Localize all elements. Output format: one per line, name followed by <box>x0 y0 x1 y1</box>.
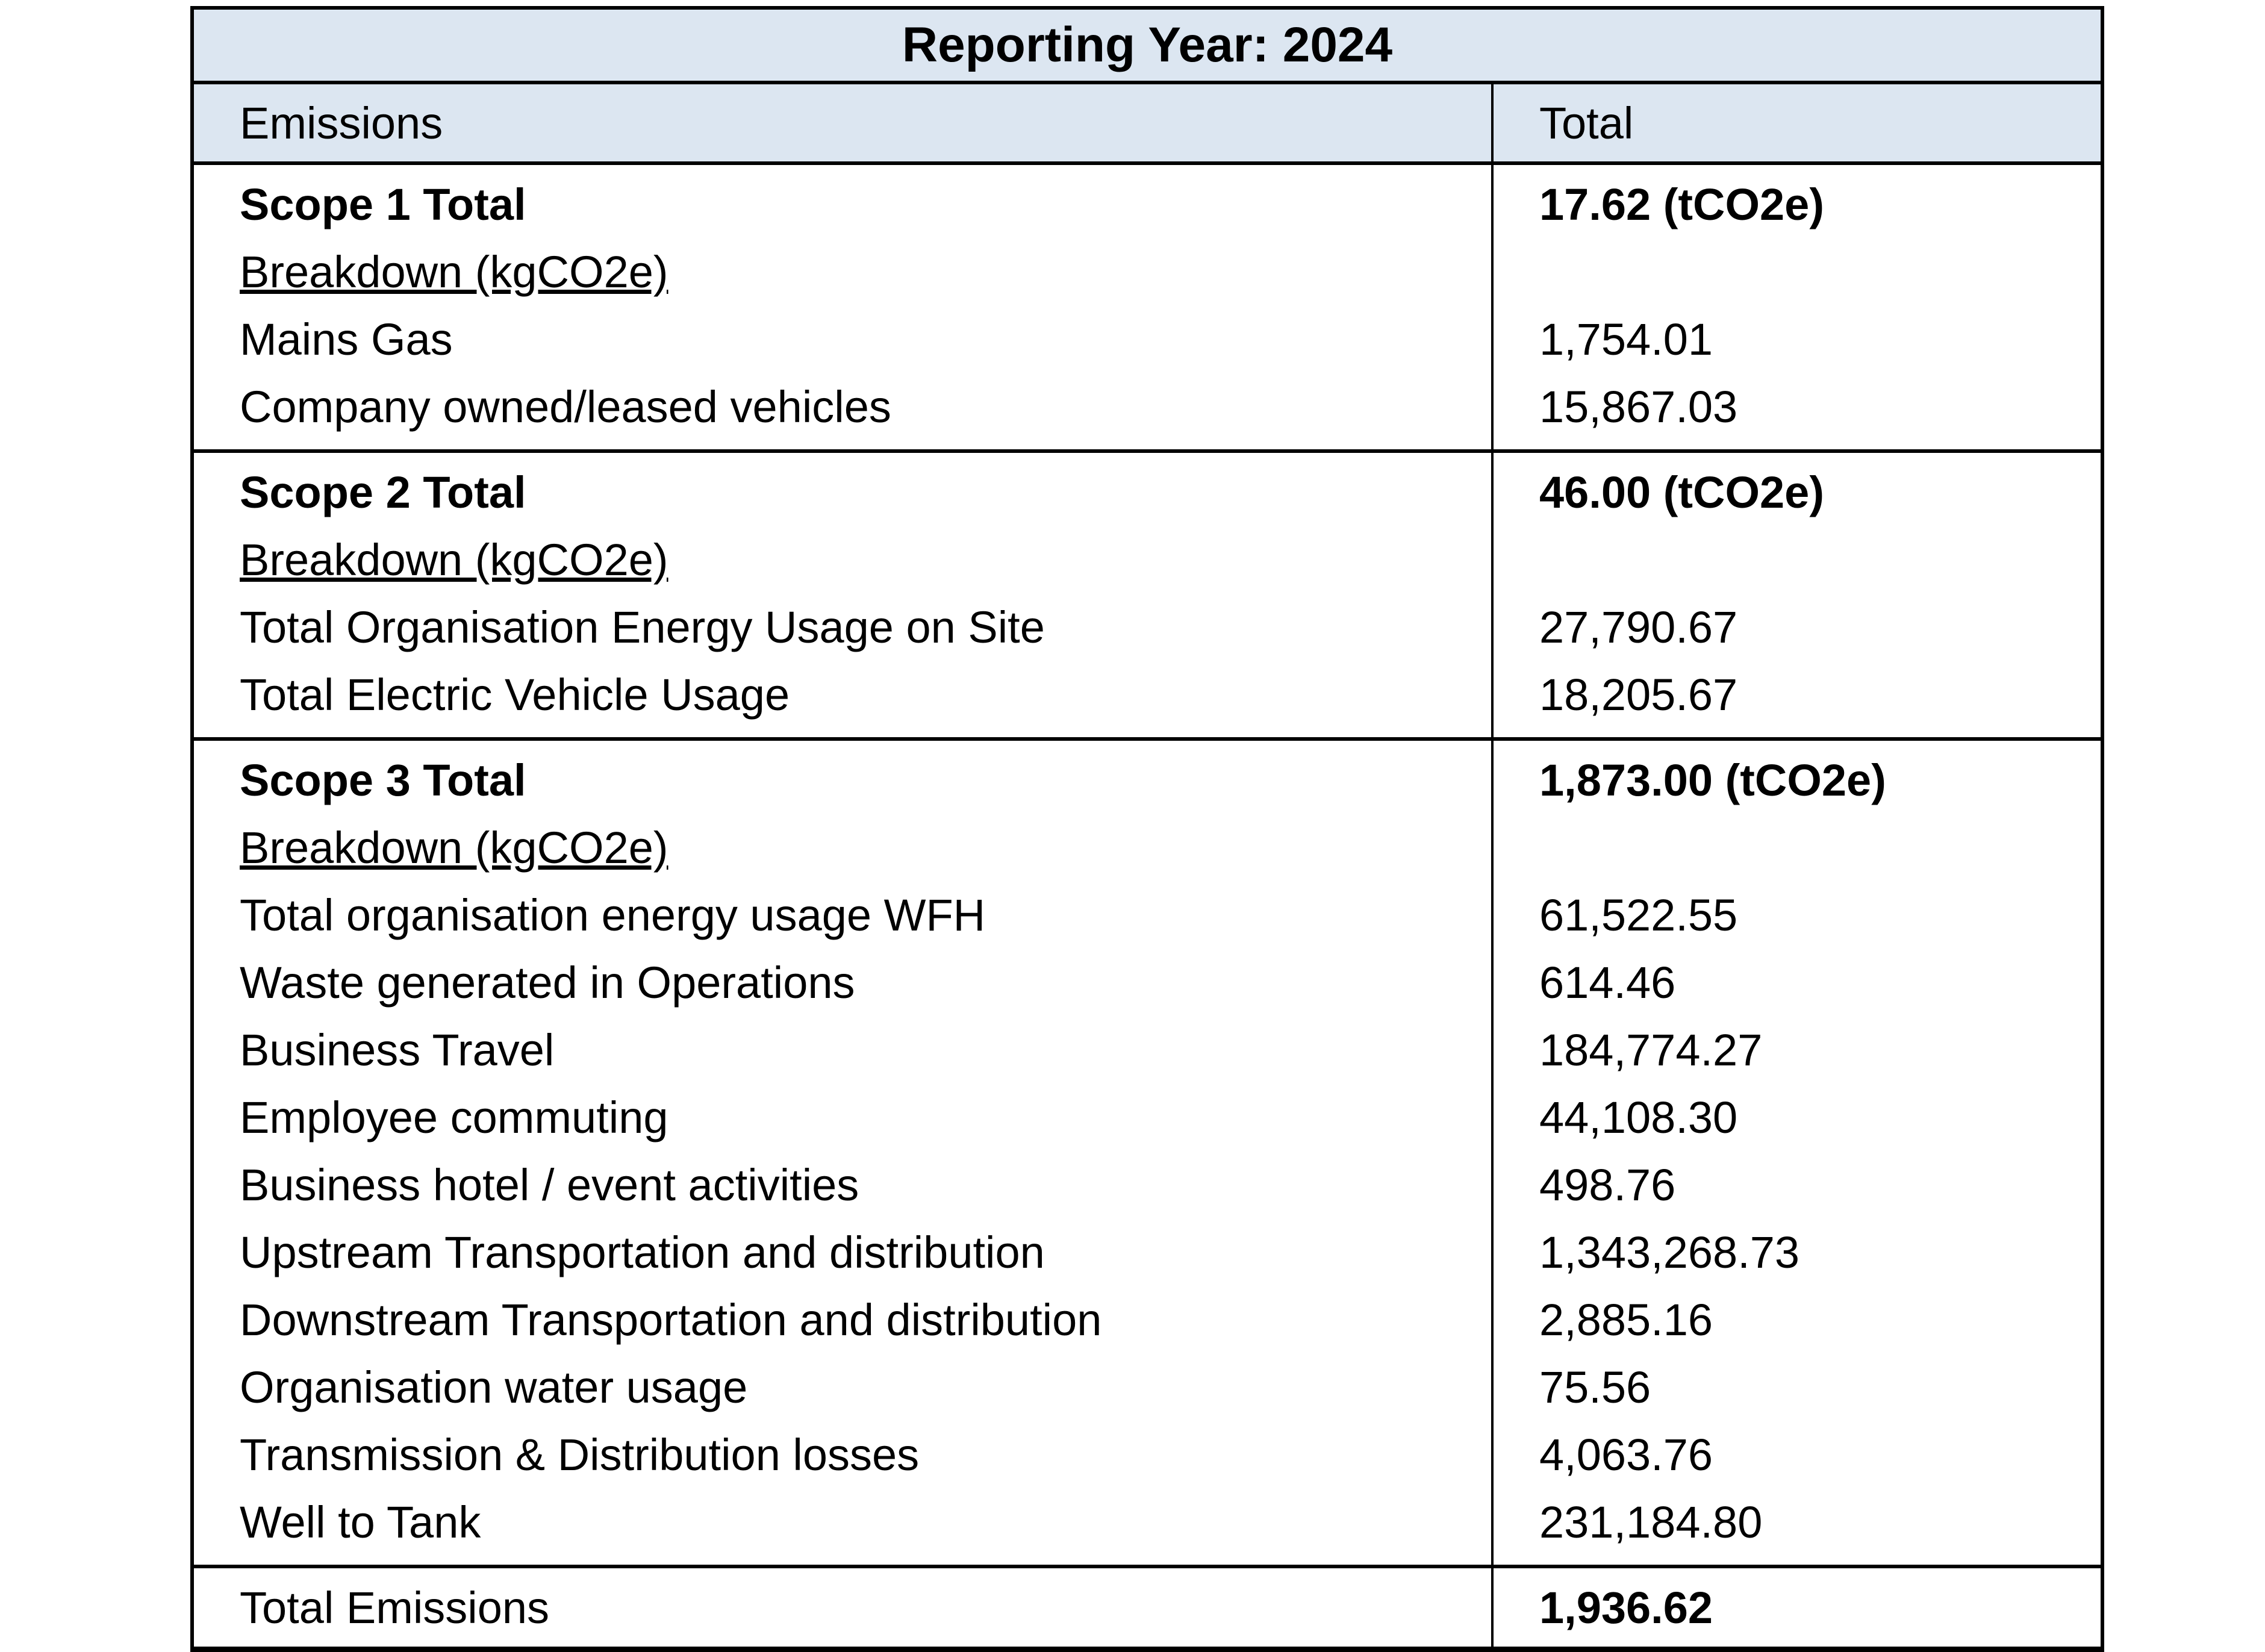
water-usage-value: 75.56 <box>1539 1362 1651 1412</box>
scope-1-breakdown-label-text: Breakdown (kgCO2e) <box>240 247 668 297</box>
mains-gas-value: 1,754.01 <box>1539 314 1713 364</box>
upstream-transportation-value: 1,343,268.73 <box>1539 1227 1800 1277</box>
scope-2-values: 46.00 (tCO2e) 27,790.67 18,205.67 <box>1491 453 2101 737</box>
report-title-row: Reporting Year: 2024 <box>194 10 2101 84</box>
scope-2-section: Scope 2 Total Breakdown (kgCO2e) Total O… <box>194 453 2101 741</box>
transmission-losses-label: Transmission & Distribution losses <box>240 1430 920 1480</box>
scope-1-total-value: 17.62 (tCO2e) <box>1539 179 1824 229</box>
energy-usage-on-site-label: Total Organisation Energy Usage on Site <box>240 602 1045 652</box>
upstream-transportation-label: Upstream Transportation and distribution <box>240 1227 1045 1277</box>
energy-usage-wfh-value: 61,522.55 <box>1539 890 1738 940</box>
downstream-transportation-label: Downstream Transportation and distributi… <box>240 1295 1102 1345</box>
waste-operations-label: Waste generated in Operations <box>240 958 855 1008</box>
table-header-row: Emissions Total <box>194 84 2101 165</box>
employee-commuting-value: 44,108.30 <box>1539 1093 1738 1142</box>
scope-3-breakdown-label: Breakdown (kgCO2e) <box>240 814 1491 882</box>
scope-2-breakdown-spacer <box>1539 526 2101 594</box>
energy-usage-on-site-value: 27,790.67 <box>1539 602 1738 652</box>
column-header-total: Total <box>1491 84 2101 161</box>
company-vehicles-label: Company owned/leased vehicles <box>240 382 891 432</box>
scope-2-total-value: 46.00 (tCO2e) <box>1539 467 1824 517</box>
scope-3-breakdown-label-text: Breakdown (kgCO2e) <box>240 823 668 873</box>
scope-2-labels: Scope 2 Total Breakdown (kgCO2e) Total O… <box>194 453 1491 737</box>
business-hotel-value: 498.76 <box>1539 1160 1676 1210</box>
total-emissions-value: 1,936.62 <box>1539 1582 1713 1633</box>
scope-2-breakdown-label: Breakdown (kgCO2e) <box>240 526 1491 594</box>
column-header-total-label: Total <box>1539 98 1634 148</box>
emissions-report-table: Reporting Year: 2024 Emissions Total Sco… <box>190 6 2104 1652</box>
scope-3-labels: Scope 3 Total Breakdown (kgCO2e) Total o… <box>194 741 1491 1565</box>
scope-2-breakdown-label-text: Breakdown (kgCO2e) <box>240 535 668 585</box>
scope-3-section: Scope 3 Total Breakdown (kgCO2e) Total o… <box>194 741 2101 1568</box>
electric-vehicle-usage-value: 18,205.67 <box>1539 670 1738 720</box>
report-title: Reporting Year: 2024 <box>902 17 1393 72</box>
column-header-emissions-label: Emissions <box>240 98 443 148</box>
waste-operations-value: 614.46 <box>1539 958 1676 1008</box>
business-travel-label: Business Travel <box>240 1025 555 1075</box>
scope-1-breakdown-spacer <box>1539 238 2101 306</box>
mains-gas-label: Mains Gas <box>240 314 453 364</box>
well-to-tank-label: Well to Tank <box>240 1497 481 1547</box>
business-hotel-label: Business hotel / event activities <box>240 1160 859 1210</box>
scope-1-breakdown-label: Breakdown (kgCO2e) <box>240 238 1491 306</box>
scope-3-total-value: 1,873.00 (tCO2e) <box>1539 755 1886 805</box>
electric-vehicle-usage-label: Total Electric Vehicle Usage <box>240 670 790 720</box>
scope-1-section: Scope 1 Total Breakdown (kgCO2e) Mains G… <box>194 165 2101 453</box>
employee-commuting-label: Employee commuting <box>240 1093 668 1142</box>
scope-3-values: 1,873.00 (tCO2e) 61,522.55 614.46 184,77… <box>1491 741 2101 1565</box>
scope-3-total-label: Scope 3 Total <box>240 755 526 805</box>
well-to-tank-value: 231,184.80 <box>1539 1497 1763 1547</box>
scope-1-total-label: Scope 1 Total <box>240 179 526 229</box>
column-header-emissions: Emissions <box>194 84 1491 161</box>
total-emissions-value-cell: 1,936.62 <box>1491 1568 2101 1647</box>
total-emissions-label: Total Emissions <box>240 1582 550 1633</box>
water-usage-label: Organisation water usage <box>240 1362 748 1412</box>
energy-usage-wfh-label: Total organisation energy usage WFH <box>240 890 986 940</box>
business-travel-value: 184,774.27 <box>1539 1025 1763 1075</box>
transmission-losses-value: 4,063.76 <box>1539 1430 1713 1480</box>
company-vehicles-value: 15,867.03 <box>1539 382 1738 432</box>
total-emissions-row: Total Emissions 1,936.62 <box>194 1568 2101 1647</box>
scope-2-total-label: Scope 2 Total <box>240 467 526 517</box>
scope-1-labels: Scope 1 Total Breakdown (kgCO2e) Mains G… <box>194 165 1491 449</box>
downstream-transportation-value: 2,885.16 <box>1539 1295 1713 1345</box>
total-emissions-label-cell: Total Emissions <box>194 1568 1491 1647</box>
scope-3-breakdown-spacer <box>1539 814 2101 882</box>
scope-1-values: 17.62 (tCO2e) 1,754.01 15,867.03 <box>1491 165 2101 449</box>
